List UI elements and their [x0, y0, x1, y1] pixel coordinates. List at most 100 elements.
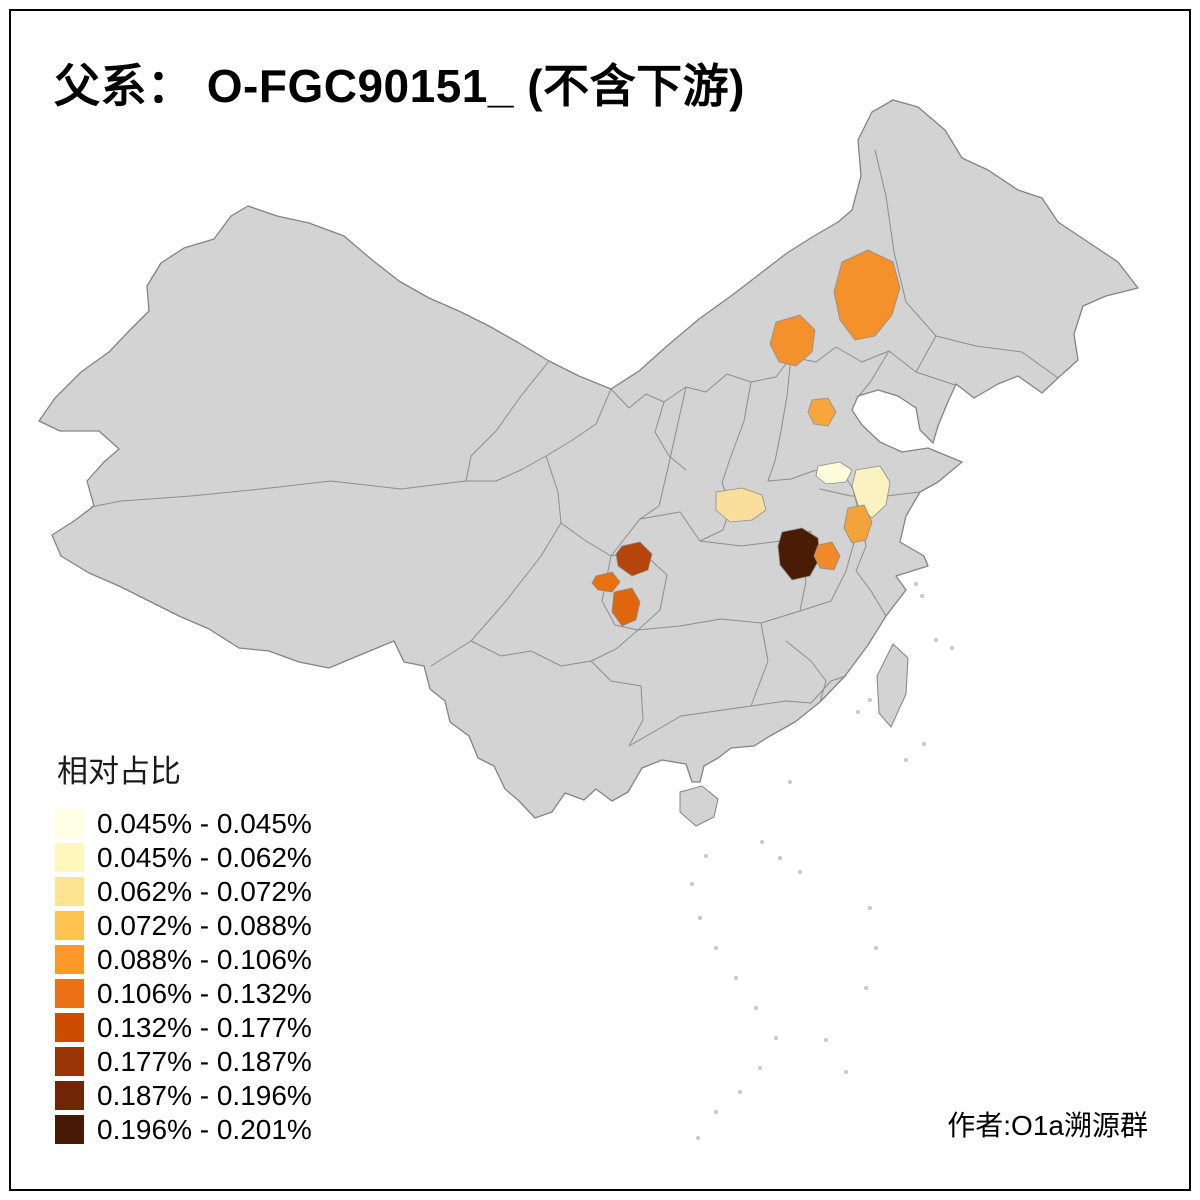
islet — [914, 582, 918, 586]
islet — [874, 946, 878, 950]
legend-item: 0.045% - 0.062% — [55, 841, 312, 873]
province-border — [810, 675, 847, 704]
islet — [868, 906, 872, 910]
author-credit: 作者:O1a溯源群 — [947, 1110, 1148, 1141]
south-china-sea-islands — [690, 582, 954, 1140]
province-border — [750, 622, 769, 707]
legend-item: 0.088% - 0.106% — [55, 943, 312, 975]
islet — [714, 1110, 718, 1114]
legend-item: 0.045% - 0.045% — [55, 807, 312, 839]
legend-swatch — [55, 945, 84, 974]
islet — [704, 854, 708, 858]
figure-title: 父系： O-FGC90151_ (不含下游) — [54, 60, 745, 112]
highlight-sichuan-south — [591, 571, 621, 593]
highlight-hubei-east — [813, 541, 841, 571]
legend-label: 0.187% - 0.196% — [97, 1079, 312, 1111]
legend-label: 0.196% - 0.201% — [97, 1113, 312, 1145]
islet — [698, 916, 702, 920]
islet — [844, 1070, 848, 1074]
islet — [734, 976, 738, 980]
legend-item: 0.106% - 0.132% — [55, 978, 312, 1009]
province-border — [545, 455, 562, 524]
islet — [714, 946, 718, 950]
legend-label: 0.045% - 0.045% — [97, 807, 312, 839]
taiwan-island — [876, 643, 909, 728]
province-border — [637, 610, 801, 631]
islet — [920, 594, 924, 598]
highlight-jiangsu-north — [851, 465, 891, 519]
province-border — [888, 350, 917, 373]
legend-swatch — [55, 843, 84, 872]
islet — [754, 1006, 758, 1010]
highlight-inner-mongolia-east — [833, 249, 901, 341]
legend-swatch — [55, 877, 84, 906]
islet — [778, 856, 782, 860]
legend-swatch — [55, 911, 84, 940]
legend-item: 0.196% - 0.201% — [55, 1113, 312, 1145]
province-border — [610, 386, 687, 557]
highlighted-regions — [591, 249, 901, 627]
legend-item: 0.177% - 0.187% — [55, 1045, 312, 1077]
legend-item: 0.132% - 0.177% — [55, 1011, 312, 1043]
islet — [690, 882, 694, 886]
highlight-sichuan-east — [615, 541, 653, 577]
province-border — [785, 640, 827, 703]
legend-label: 0.177% - 0.187% — [97, 1045, 312, 1077]
province-border — [628, 685, 644, 747]
highlight-chongqing — [611, 587, 641, 627]
islet — [950, 646, 954, 650]
islet — [774, 1036, 778, 1040]
legend-label: 0.088% - 0.106% — [97, 943, 312, 975]
province-border — [628, 700, 812, 747]
highlight-jiangsu-mid — [843, 504, 873, 544]
legend-swatch — [55, 1013, 84, 1042]
legend-swatch — [55, 979, 84, 1008]
legend-title: 相对占比 — [57, 754, 181, 789]
legend-swatch — [55, 1081, 84, 1110]
islet — [864, 986, 868, 990]
legend-label: 0.132% - 0.177% — [97, 1011, 312, 1043]
province-border — [699, 381, 752, 542]
province-border — [560, 522, 612, 557]
highlight-henan-central — [715, 487, 767, 523]
islet — [738, 1090, 742, 1094]
islet — [824, 1038, 828, 1042]
islet — [868, 698, 872, 702]
legend-label: 0.062% - 0.072% — [97, 875, 312, 907]
province-border — [639, 511, 701, 542]
highlight-shandong-west — [815, 461, 853, 485]
province-border — [430, 522, 562, 667]
islet — [788, 780, 792, 784]
highlight-inner-mongolia-west — [769, 314, 816, 367]
province-border — [654, 401, 687, 471]
islet — [760, 840, 764, 844]
islet — [856, 710, 860, 714]
province-border — [610, 346, 890, 409]
province-border — [857, 350, 890, 398]
province-border — [465, 360, 550, 482]
china-mainland — [38, 99, 1139, 819]
legend-label: 0.045% - 0.062% — [97, 841, 312, 873]
highlight-hubei-north — [777, 527, 821, 581]
islet — [758, 1066, 762, 1070]
legend-swatch — [55, 1047, 84, 1076]
legend-item: 0.187% - 0.196% — [55, 1079, 312, 1111]
legend-swatch — [55, 1115, 84, 1144]
province-border — [935, 335, 1059, 379]
legend-label: 0.072% - 0.088% — [97, 909, 312, 941]
legend-swatch — [55, 809, 84, 838]
islet — [696, 1136, 700, 1140]
hainan-island — [679, 785, 719, 827]
islet — [922, 742, 926, 746]
province-border — [90, 480, 467, 508]
legend-item: 0.072% - 0.088% — [55, 909, 312, 941]
legend: 相对占比 0.045% - 0.045% 0.045% - 0.062% 0.0… — [55, 746, 312, 1149]
province-border — [874, 149, 937, 337]
highlight-hebei-north — [807, 397, 837, 427]
province-border — [470, 640, 592, 667]
islet — [904, 758, 908, 762]
legend-item: 0.062% - 0.072% — [55, 875, 312, 907]
islet — [934, 638, 938, 642]
